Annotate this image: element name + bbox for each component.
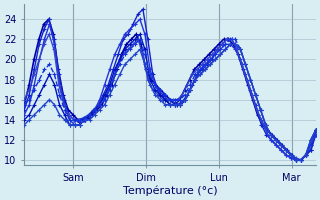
X-axis label: Température (°c): Température (°c) <box>123 185 217 196</box>
